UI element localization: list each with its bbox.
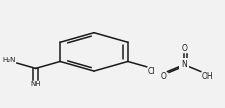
Text: NH: NH [30, 81, 41, 87]
Text: O: O [181, 44, 187, 53]
Text: Cl: Cl [148, 67, 155, 76]
Text: H₂N: H₂N [2, 56, 16, 63]
Text: O: O [160, 72, 166, 81]
Text: OH: OH [202, 72, 214, 81]
Text: N: N [181, 60, 187, 69]
